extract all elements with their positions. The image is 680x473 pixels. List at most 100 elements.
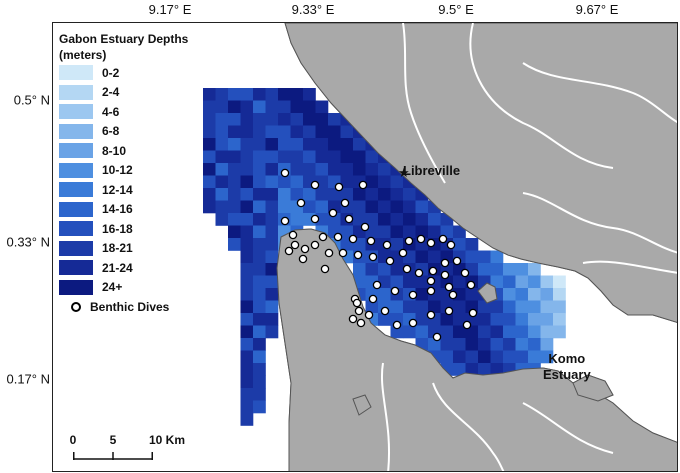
land-north-mainland [284, 23, 677, 323]
depth-cell [278, 175, 291, 189]
benthic-dive-point [364, 310, 374, 320]
depth-cell [478, 338, 491, 351]
depth-cell [240, 163, 254, 176]
legend-swatch [59, 123, 93, 139]
depth-cell [478, 325, 491, 339]
legend-class-label: 2-4 [102, 85, 120, 100]
benthic-dive-point [452, 256, 462, 266]
depth-cell [315, 100, 329, 114]
depth-cell [403, 275, 416, 289]
benthic-dive-point [288, 230, 298, 240]
depth-cell [490, 350, 504, 364]
depth-cell [478, 250, 491, 264]
depth-cell [390, 188, 404, 201]
depth-cell [453, 275, 466, 289]
legend-swatch [59, 143, 93, 159]
land-island [572, 374, 614, 402]
depth-cell [528, 300, 541, 314]
depth-cell [503, 288, 516, 301]
depth-cell [503, 338, 516, 351]
depth-cell [328, 113, 341, 126]
benthic-dive-point [390, 286, 400, 296]
depth-cell [515, 338, 529, 351]
depth-cell [453, 363, 466, 376]
depth-cell [253, 225, 266, 239]
benthic-dive-point [310, 240, 320, 250]
rivers [381, 23, 677, 471]
depth-cell [503, 325, 516, 339]
land-south-mainland [276, 228, 677, 471]
benthic-dive-point [428, 266, 438, 276]
depth-cell [265, 200, 279, 214]
depth-cell [415, 313, 429, 326]
benthic-dive-point [466, 280, 476, 290]
benthic-dive-point [448, 290, 458, 300]
legend-class-row: 21-24 [59, 258, 221, 278]
benthic-dive-point [324, 248, 334, 258]
depth-cell [215, 150, 229, 164]
depth-cell [315, 138, 329, 151]
depth-cell [265, 100, 279, 114]
benthic-dive-point [348, 234, 358, 244]
benthic-dive-point [356, 318, 366, 328]
benthic-dive-point [366, 236, 376, 246]
depth-cell [403, 188, 416, 201]
depth-cell [490, 338, 504, 351]
depth-cell [465, 350, 479, 364]
depth-cell [490, 300, 504, 314]
benthic-dive-point [408, 318, 418, 328]
depth-cell [240, 150, 254, 164]
libreville-star-icon: ★ [398, 166, 410, 181]
depth-cell [553, 313, 566, 326]
depth-cell [415, 325, 429, 339]
depth-cell [353, 200, 366, 214]
depth-cell [240, 338, 254, 351]
benthic-dive-point [348, 314, 358, 324]
depth-cell [490, 263, 504, 276]
depth-cell [365, 188, 379, 201]
benthic-dive-point [432, 332, 442, 342]
depth-cell [465, 338, 479, 351]
depth-cell [278, 88, 291, 101]
depth-cell [365, 150, 379, 164]
komo-estuary-label: Komo Estuary [543, 351, 591, 383]
depth-cell [403, 325, 416, 339]
river [402, 23, 446, 184]
benthic-dive-point [426, 276, 436, 286]
benthic-dive-point [300, 244, 310, 254]
benthic-dive-point [440, 270, 450, 280]
depth-cell [278, 200, 291, 214]
depth-cell [353, 263, 366, 276]
depth-cell [265, 88, 279, 101]
depth-cell [215, 88, 229, 101]
scale-bar: 0 5 10 Km [70, 433, 193, 469]
depth-cell [315, 200, 329, 214]
depth-cell [278, 138, 291, 151]
depth-cell [378, 175, 391, 189]
benthic-dive-point [380, 306, 390, 316]
benthic-dive-point [296, 198, 306, 208]
depth-cell [478, 350, 491, 364]
depth-cell [253, 375, 266, 389]
depth-cell [490, 250, 504, 264]
depth-cell [240, 188, 254, 201]
depth-cell [503, 263, 516, 276]
depth-cell [540, 300, 554, 314]
depth-cell [228, 138, 241, 151]
depth-cell [353, 150, 366, 164]
depth-cell [428, 300, 441, 314]
depth-cell [240, 375, 254, 389]
depth-cell [553, 325, 566, 339]
depth-cell [228, 150, 241, 164]
depth-cell [265, 113, 279, 126]
depth-cell [253, 363, 266, 376]
depth-cell [203, 113, 216, 126]
depth-cell [215, 213, 229, 226]
benthic-dive-point [318, 232, 328, 242]
legend-class-label: 10-12 [102, 163, 133, 178]
depth-cell [528, 350, 541, 364]
depth-cell [253, 313, 266, 326]
depth-cell [290, 125, 304, 139]
benthic-dive-point [354, 306, 364, 316]
depth-cell [265, 275, 279, 289]
